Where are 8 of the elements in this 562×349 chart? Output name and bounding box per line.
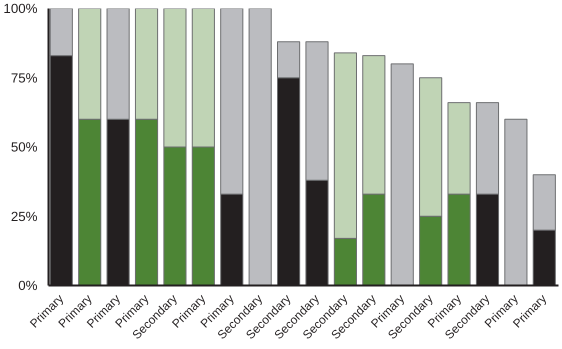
bar [248,8,272,286]
y-tick-label: 50% [10,140,38,154]
y-tick-label: 0% [18,278,38,293]
y-tick-label: 25% [10,208,38,224]
y-tick-label: 75% [10,70,38,86]
bar [390,63,414,286]
y-tick-label: 100% [3,1,38,16]
bar [504,118,528,286]
